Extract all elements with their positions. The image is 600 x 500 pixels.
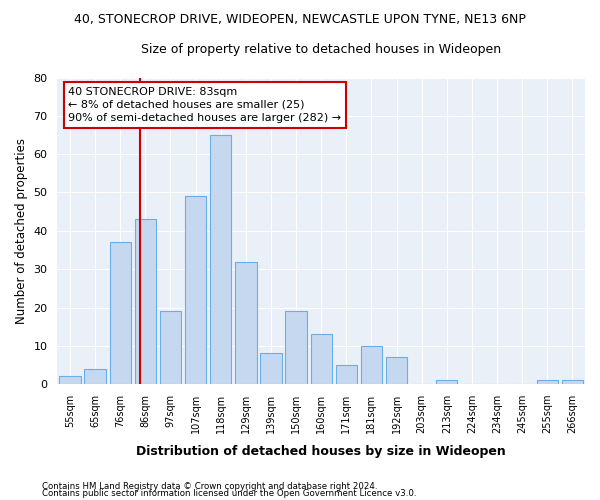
Bar xyxy=(85,369,106,384)
Text: Contains public sector information licensed under the Open Government Licence v3: Contains public sector information licen… xyxy=(42,488,416,498)
Bar xyxy=(286,312,307,384)
X-axis label: Distribution of detached houses by size in Wideopen: Distribution of detached houses by size … xyxy=(136,444,506,458)
Bar xyxy=(210,135,232,384)
Y-axis label: Number of detached properties: Number of detached properties xyxy=(15,138,28,324)
Bar xyxy=(235,262,257,384)
Bar xyxy=(160,312,181,384)
Bar xyxy=(311,334,332,384)
Text: 40 STONECROP DRIVE: 83sqm
← 8% of detached houses are smaller (25)
90% of semi-d: 40 STONECROP DRIVE: 83sqm ← 8% of detach… xyxy=(68,86,341,123)
Bar xyxy=(361,346,382,384)
Title: Size of property relative to detached houses in Wideopen: Size of property relative to detached ho… xyxy=(141,42,501,56)
Text: 40, STONECROP DRIVE, WIDEOPEN, NEWCASTLE UPON TYNE, NE13 6NP: 40, STONECROP DRIVE, WIDEOPEN, NEWCASTLE… xyxy=(74,12,526,26)
Bar xyxy=(110,242,131,384)
Bar xyxy=(335,365,357,384)
Bar xyxy=(260,354,281,384)
Text: Contains HM Land Registry data © Crown copyright and database right 2024.: Contains HM Land Registry data © Crown c… xyxy=(42,482,377,491)
Bar xyxy=(536,380,558,384)
Bar xyxy=(134,220,156,384)
Bar xyxy=(386,358,407,384)
Bar xyxy=(436,380,457,384)
Bar xyxy=(185,196,206,384)
Bar xyxy=(562,380,583,384)
Bar xyxy=(59,376,80,384)
